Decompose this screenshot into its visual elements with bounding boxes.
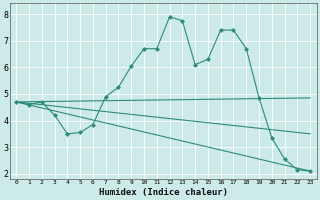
X-axis label: Humidex (Indice chaleur): Humidex (Indice chaleur) [99,188,228,197]
